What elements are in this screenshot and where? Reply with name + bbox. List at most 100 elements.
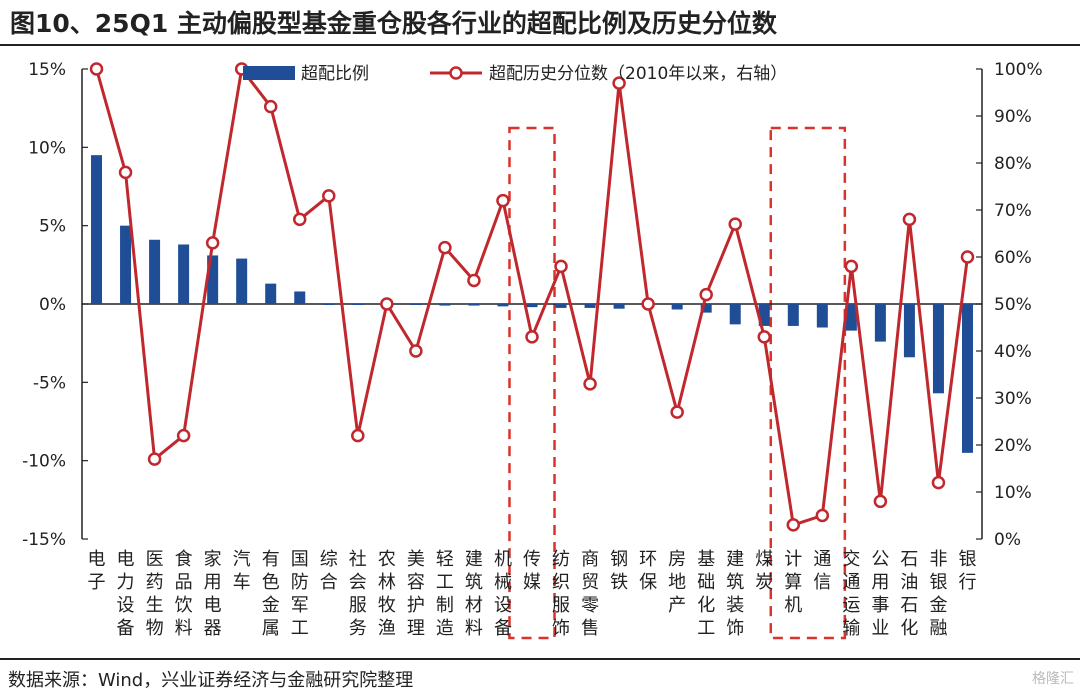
bar [236, 258, 248, 304]
x-tick-label: 医药生物 [146, 549, 164, 639]
line-point [147, 452, 162, 466]
bar [294, 291, 306, 304]
highlight-box [508, 126, 556, 640]
bar [816, 304, 828, 328]
x-tick-label: 农林牧渔 [378, 549, 396, 639]
y-left-tick-label: -5% [33, 373, 66, 393]
y-right-tick-label: 90% [994, 107, 1032, 127]
line-point [176, 428, 191, 443]
y-left-tick-label: 0% [39, 295, 66, 315]
bar [91, 155, 103, 304]
line-point [438, 240, 452, 255]
y-right-tick-label: 30% [994, 389, 1032, 409]
y-right-tick-label: 10% [994, 483, 1032, 503]
y-right-tick-label: 80% [994, 154, 1032, 174]
line-point [409, 344, 423, 358]
y-left-tick-label: 15% [28, 60, 66, 80]
x-tick-label: 公用事业 [871, 549, 889, 639]
x-tick-label: 电力设备 [117, 549, 135, 639]
bar [178, 244, 190, 304]
bar [497, 304, 509, 307]
bar [787, 304, 799, 326]
watermark: 格隆汇 [1032, 671, 1074, 687]
bar [439, 304, 451, 306]
x-tick-label: 汽车 [233, 549, 251, 593]
y-right-tick-label: 100% [994, 60, 1043, 80]
bar [729, 304, 741, 325]
bar [526, 304, 538, 308]
bar [265, 283, 277, 304]
bar [961, 304, 973, 453]
line-point [89, 62, 104, 76]
x-tick-label: 交通运输 [842, 549, 860, 639]
legend-line-marker [449, 66, 463, 80]
y-left-tick-label: 10% [28, 138, 66, 158]
highlight-boxes [508, 126, 847, 640]
line-point [641, 297, 655, 311]
legend-bar-label: 超配比例 [301, 64, 369, 84]
bar [874, 304, 886, 342]
legend-bar-swatch [243, 66, 295, 80]
x-tick-label: 社会服务 [349, 549, 367, 639]
y-left-tick-label: -10% [22, 452, 66, 472]
line-point [292, 212, 307, 227]
bar [207, 255, 219, 304]
title-divider [0, 44, 1080, 46]
line-point [844, 259, 859, 274]
bar [149, 239, 161, 304]
bar [120, 225, 132, 304]
x-tick-label: 机械设备 [494, 549, 512, 639]
x-tick-label: 电子 [88, 549, 106, 593]
x-tick-label: 石油石化 [900, 549, 918, 639]
bar [671, 304, 683, 310]
x-tick-label: 纺织服饰 [552, 549, 570, 639]
page-title: 图10、25Q1 主动偏股型基金重仓股各行业的超配比例及历史分位数 [10, 9, 777, 38]
legend: 超配比例 超配历史分位数（2010年以来，右轴） [243, 64, 787, 84]
x-tick-label: 房地产 [668, 549, 686, 616]
line-point [351, 428, 365, 443]
x-tick-labels: 电子电力设备医药生物食品饮料家用电器汽车有色金属国防军工综合社会服务农林牧渔美容… [88, 549, 977, 639]
x-tick-label: 通信 [813, 549, 831, 593]
line-point [583, 377, 597, 391]
x-tick-label: 煤炭 [755, 549, 773, 593]
bar [555, 304, 567, 308]
x-tick-label: 银行 [958, 549, 976, 593]
source-divider [0, 658, 1080, 660]
bar [410, 304, 422, 305]
x-tick-label: 国防军工 [291, 549, 309, 639]
x-tick-label: 建筑材料 [465, 549, 483, 639]
bar [323, 304, 335, 305]
line-point [786, 518, 801, 532]
y-left-tick-label: 5% [39, 217, 66, 237]
x-tick-label: 食品饮料 [175, 549, 193, 639]
line-point [496, 193, 510, 208]
bar [700, 304, 712, 313]
source-note: 数据来源：Wind，兴业证券经济与金融研究院整理 [8, 670, 414, 691]
line-point [931, 475, 946, 490]
y-right-tick-label: 20% [994, 436, 1032, 456]
x-tick-label: 有色金属 [262, 549, 280, 639]
x-tick-label: 轻工制造 [436, 549, 454, 639]
y-right-tick-label: 70% [994, 201, 1032, 221]
line-series [89, 62, 975, 532]
line-point [205, 236, 220, 250]
highlight-box [769, 126, 847, 640]
bar [352, 304, 364, 305]
x-tick-label: 家用电器 [204, 549, 222, 639]
line-point [670, 405, 684, 419]
x-tick-label: 环保 [639, 549, 657, 593]
y-left-tick-label: -15% [22, 530, 66, 550]
chart-axes: 15% 10% 5% 0% -5% -10% -15% 100% 90% 80% 70% 60% 50%… [22, 60, 1043, 550]
x-tick-label: 基础化工 [697, 549, 715, 639]
bar [845, 304, 857, 331]
percentile-line [95, 67, 969, 527]
x-tick-label: 商贸零售 [581, 549, 599, 639]
y-right-tick-label: 60% [994, 248, 1032, 268]
line-point [960, 250, 975, 264]
line-point [757, 330, 772, 344]
overweight-chart: 15% 10% 5% 0% -5% -10% -15% 100% 90% 80% 70% 60% 50%… [22, 60, 1043, 640]
y-right-tick-label: 0% [994, 530, 1021, 550]
x-tick-label: 非银金融 [929, 549, 947, 639]
line-point [612, 76, 626, 90]
line-point [554, 259, 568, 274]
